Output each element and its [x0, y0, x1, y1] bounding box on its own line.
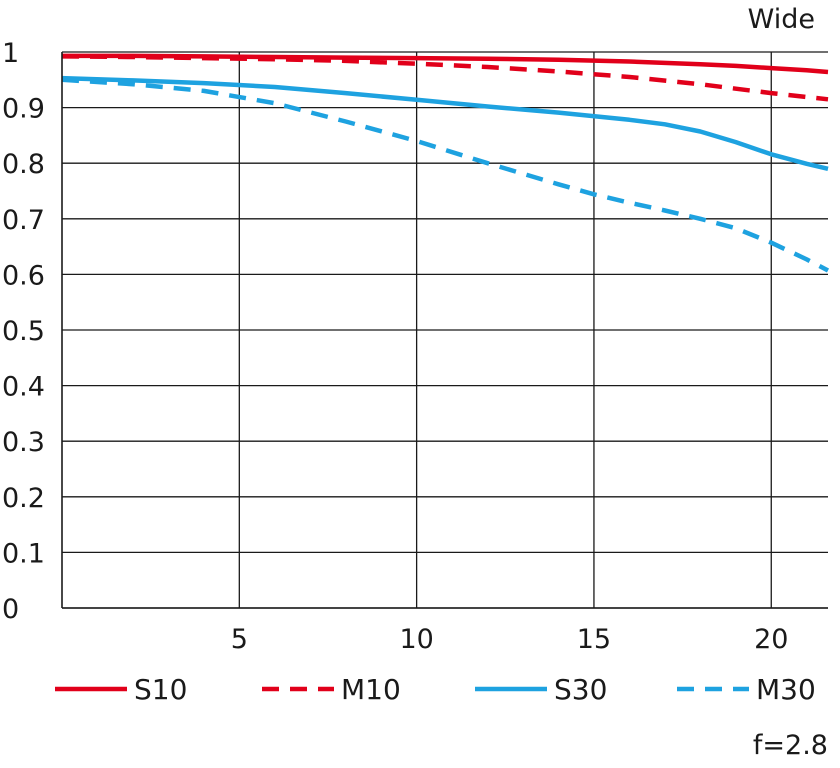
legend-label: S10	[134, 673, 187, 706]
y-tick-label: 0.8	[2, 149, 45, 180]
y-tick-label: 0.9	[2, 94, 45, 125]
y-tick-label: 1	[2, 38, 19, 69]
legend-label: S30	[554, 673, 607, 706]
y-tick-label: 0	[2, 594, 19, 625]
legend-item-m10: M10	[262, 673, 401, 706]
series-line-m10	[61, 54, 829, 102]
y-tick-label: 0.6	[2, 260, 45, 291]
legend-item-m30: M30	[677, 673, 816, 706]
x-tick-label: 15	[577, 624, 611, 655]
series-line-m30	[61, 77, 830, 273]
series-lines	[61, 53, 830, 273]
x-tick-label: 20	[754, 624, 788, 655]
legend-label: M30	[756, 673, 816, 706]
grid	[62, 51, 828, 609]
series-line-s30	[61, 75, 829, 171]
y-tick-label: 0.7	[2, 205, 45, 236]
legend: S10 M10 S30 M30	[55, 673, 816, 706]
x-tick-label: 5	[231, 624, 248, 655]
aperture-footnote: f=2.8	[753, 730, 828, 761]
y-tick-labels: 0 0.1 0.2 0.3 0.4 0.5 0.6 0.7 0.8 0.9 1	[2, 38, 45, 625]
x-tick-labels: 5 10 15 20	[231, 624, 789, 655]
legend-item-s10: S10	[55, 673, 187, 706]
y-tick-label: 0.3	[2, 427, 45, 458]
legend-label: M10	[341, 673, 401, 706]
x-tick-label: 10	[399, 624, 433, 655]
y-tick-label: 0.2	[2, 483, 45, 514]
y-tick-label: 0.1	[2, 538, 45, 569]
legend-item-s30: S30	[475, 673, 607, 706]
y-tick-label: 0.4	[2, 372, 45, 403]
y-tick-label: 0.5	[2, 316, 45, 347]
axes	[61, 52, 828, 609]
chart-title: Wide	[748, 4, 815, 35]
